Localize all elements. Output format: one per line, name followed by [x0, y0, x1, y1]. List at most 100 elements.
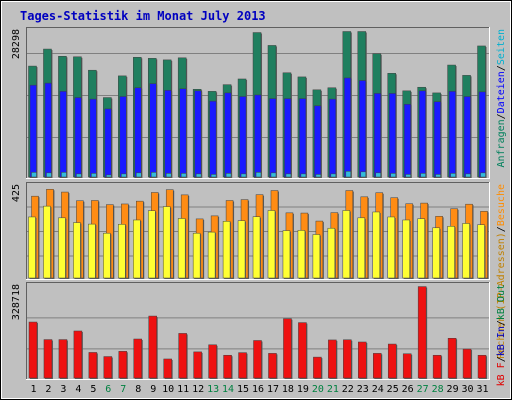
seiten-bar — [106, 174, 112, 178]
seiten-bar — [210, 174, 217, 178]
dateien-bar — [29, 84, 37, 178]
kbf-bar — [477, 354, 487, 379]
kbf-bar — [88, 352, 98, 379]
rechner-bar — [282, 230, 291, 279]
rechner-bar — [73, 222, 81, 279]
legend-entry: Besuche — [496, 184, 507, 226]
seiten-bar — [76, 173, 82, 178]
seiten-bar — [420, 173, 426, 178]
seiten-bar — [300, 173, 307, 178]
seiten-bar — [270, 172, 277, 178]
dateien-bar — [179, 88, 187, 178]
x-tick-label: 6 — [105, 384, 111, 395]
rechner-bar — [147, 210, 156, 279]
dateien-bar — [104, 108, 112, 178]
seiten-bar — [31, 172, 37, 178]
seiten-bar — [46, 172, 52, 178]
dateien-bar — [329, 98, 337, 178]
seiten-bar — [165, 173, 172, 178]
dateien-bar — [403, 104, 411, 178]
rechner-bar — [207, 231, 216, 279]
kbf-bar — [462, 348, 472, 379]
dateien-bar — [269, 98, 277, 178]
dateien-bar — [284, 98, 292, 178]
legend-entry: kB Out — [496, 284, 507, 320]
rechner-bar — [372, 211, 381, 279]
dateien-bar — [299, 98, 307, 178]
seiten-bar — [91, 173, 97, 178]
seiten-bar — [465, 173, 471, 178]
chart-title: Tages-Statistik im Monat July 2013 — [20, 9, 266, 23]
dateien-bar — [374, 93, 382, 178]
rechner-bar — [162, 206, 171, 279]
seiten-bar — [405, 174, 411, 178]
seiten-bar — [450, 173, 456, 178]
seiten-bar — [195, 173, 202, 178]
dateien-bar — [194, 90, 202, 178]
kbf-bar — [223, 354, 232, 379]
rechner-bar — [118, 224, 126, 279]
x-tick-label: 31 — [476, 384, 488, 395]
kbf-bar — [193, 351, 202, 379]
rechner-bar — [432, 227, 440, 279]
kbf-bar — [58, 339, 68, 379]
seiten-bar — [285, 173, 292, 178]
legend-entry: kB In — [496, 326, 507, 356]
kbf-bar — [283, 318, 292, 379]
kbf-bar — [118, 351, 128, 379]
legend-entry: / — [496, 65, 507, 71]
x-tick-label: 19 — [297, 384, 309, 395]
dateien-bar — [344, 77, 352, 178]
x-tick-label: 3 — [60, 384, 66, 395]
dateien-bar — [359, 80, 367, 178]
seiten-bar — [315, 174, 322, 178]
x-tick-label: 26 — [402, 384, 414, 395]
dateien-bar — [478, 91, 486, 178]
seiten-bar — [121, 173, 127, 178]
x-tick-label: 21 — [327, 384, 339, 395]
kbf-bar — [238, 352, 247, 379]
rechner-bar — [447, 226, 455, 279]
dateien-bar — [44, 82, 52, 178]
rechner-bar — [387, 216, 395, 279]
rechner-bar — [312, 234, 321, 279]
kbf-bar — [43, 339, 53, 379]
x-tick-label: 16 — [252, 384, 264, 395]
kbf-bar — [208, 344, 217, 379]
panel-legend: Rechner (IP-Adressen)/Besuche — [496, 184, 507, 359]
kbf-bar — [163, 358, 172, 379]
legend-entry: Seiten — [496, 29, 507, 65]
kbf-bar — [328, 339, 337, 379]
seiten-bar — [240, 173, 247, 178]
dateien-bar — [254, 94, 262, 178]
dateien-bar — [209, 100, 217, 178]
seiten-bar — [150, 172, 157, 178]
kbf-bar — [387, 343, 397, 379]
x-tick-label: 27 — [417, 384, 429, 395]
seiten-bar — [435, 174, 441, 178]
dateien-bar — [224, 92, 232, 178]
x-tick-label: 20 — [312, 384, 324, 395]
rechner-bar — [462, 223, 470, 279]
legend-entry: Anfragen — [496, 119, 507, 167]
rechner-bar — [342, 210, 351, 279]
x-tick-label: 18 — [282, 384, 294, 395]
legend-entry: / — [496, 320, 507, 326]
rechner-bar — [327, 227, 336, 279]
x-tick-label: 8 — [135, 384, 141, 395]
dateien-bar — [164, 90, 172, 178]
x-tick-label: 14 — [222, 384, 234, 395]
rechner-bar — [237, 220, 246, 279]
legend-entry: / — [496, 356, 507, 362]
dateien-bar — [89, 98, 97, 178]
rechner-bar — [28, 216, 36, 279]
kbf-bar — [447, 338, 457, 379]
rechner-bar — [103, 232, 111, 279]
x-tick-label: 1 — [30, 384, 36, 395]
panel-legend: kB F/kB In/kB Out — [496, 284, 507, 386]
x-tick-label: 29 — [447, 384, 459, 395]
kbf-bar — [313, 356, 322, 379]
